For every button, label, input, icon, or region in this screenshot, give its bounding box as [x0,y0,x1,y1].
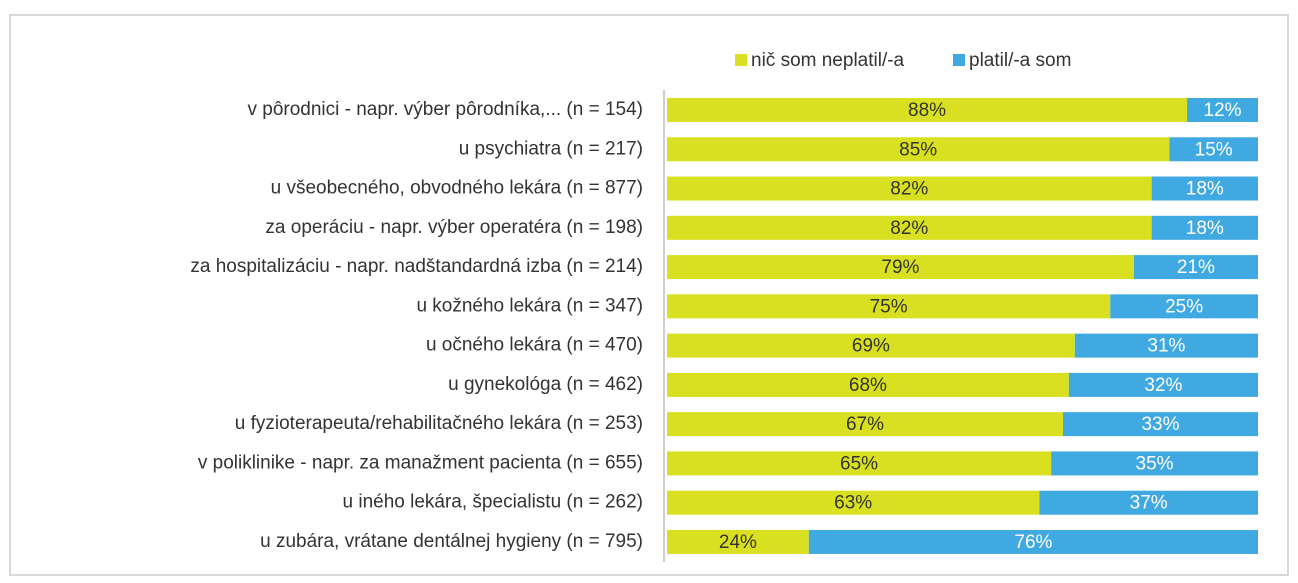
bar-segment [1039,490,1258,515]
bar-segment [1074,333,1258,358]
bar-segment [667,529,809,554]
category-label: u všeobecného, obvodného lekára (n = 877… [271,178,643,199]
data-label: 79% [881,257,919,278]
bar-segment [808,529,1258,554]
bar-segment [667,98,1188,122]
data-label: 69% [852,336,890,357]
data-label: 68% [849,375,887,396]
data-label: 82% [890,179,928,200]
data-label: 12% [1204,100,1242,121]
data-label: 31% [1147,336,1185,357]
data-label: 75% [870,296,908,317]
category-label: u zubára, vrátane dentálnej hygieny (n =… [260,531,643,552]
data-label: 15% [1195,139,1233,160]
category-label: u očného lekára (n = 470) [426,335,643,356]
bar-segment [667,333,1075,358]
legend-swatch [953,54,965,66]
category-label: za operáciu - napr. výber operatéra (n =… [265,217,643,238]
data-label: 24% [719,532,757,553]
bar-segment [1151,215,1258,240]
data-label: 76% [1014,532,1052,553]
data-label: 32% [1144,375,1182,396]
data-label: 18% [1186,179,1224,200]
data-label: 63% [834,493,872,514]
bar-segment [667,294,1111,319]
bar-segment [1187,98,1258,122]
category-label: v poliklinike - napr. za manažment pacie… [198,452,643,473]
bar-segment [667,176,1152,201]
bar-segment [1110,294,1258,319]
data-label: 82% [890,218,928,239]
data-label: 65% [840,453,878,474]
bar-segment [1062,412,1258,437]
bar-segment [1169,137,1258,162]
data-label: 37% [1130,493,1168,514]
data-label: 33% [1141,414,1179,435]
data-label: 18% [1186,218,1224,239]
legend-label: platil/-a som [969,50,1071,71]
data-label: 85% [899,139,937,160]
bar-segment [1133,255,1258,280]
data-label: 25% [1165,296,1203,317]
data-label: 21% [1177,257,1215,278]
bar-segment [1051,451,1258,476]
bar-segment [667,372,1069,397]
category-label: u iného lekára, špecialistu (n = 262) [343,492,643,513]
category-label: u psychiatra (n = 217) [459,138,643,159]
bar-segment [667,451,1052,476]
bar-segment [667,255,1134,280]
bar-segment [667,490,1040,515]
data-label: 67% [846,414,884,435]
legend-label: nič som neplatil/-a [751,50,905,71]
bar-segment [667,137,1170,162]
category-label: v pôrodnici - napr. výber pôrodníka,... … [247,99,643,120]
legend-swatch [735,54,747,66]
category-label: u fyzioterapeuta/rehabilitačného lekára … [235,413,643,434]
category-label: u kožného lekára (n = 347) [416,295,643,316]
bar-segment [1151,176,1258,201]
bar-segment [667,412,1063,437]
bar-segment [667,215,1152,240]
category-label: u gynekológa (n = 462) [448,374,643,395]
bar-segment [1068,372,1258,397]
data-label: 35% [1136,453,1174,474]
data-label: 88% [908,100,946,121]
category-label: za hospitalizáciu - napr. nadštandardná … [190,256,643,277]
